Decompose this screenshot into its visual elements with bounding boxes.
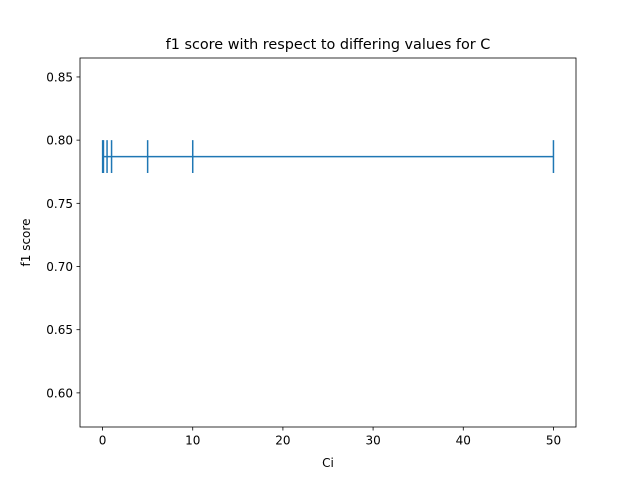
y-axis-label: f1 score <box>19 219 33 267</box>
x-tick-label: 30 <box>365 434 380 448</box>
chart-title: f1 score with respect to differing value… <box>166 37 491 53</box>
y-tick-label: 0.85 <box>46 70 73 84</box>
y-tick-label: 0.75 <box>46 197 73 211</box>
x-tick-label: 0 <box>99 434 107 448</box>
x-axis-label: Ci <box>322 456 334 470</box>
x-tick-label: 50 <box>546 434 561 448</box>
x-tick-label: 20 <box>275 434 290 448</box>
x-tick-label: 10 <box>185 434 200 448</box>
y-tick-label: 0.65 <box>46 323 73 337</box>
y-tick-label: 0.70 <box>46 260 73 274</box>
y-tick-label: 0.80 <box>46 134 73 148</box>
plot-marks <box>101 140 555 173</box>
y-tick-label: 0.60 <box>46 386 73 400</box>
x-axis-ticks: 0 10 20 30 40 50 <box>99 427 561 448</box>
axes-frame <box>79 57 577 428</box>
x-tick-label: 40 <box>456 434 471 448</box>
y-axis-ticks: 0.60 0.65 0.70 0.75 0.80 0.85 <box>46 70 80 400</box>
